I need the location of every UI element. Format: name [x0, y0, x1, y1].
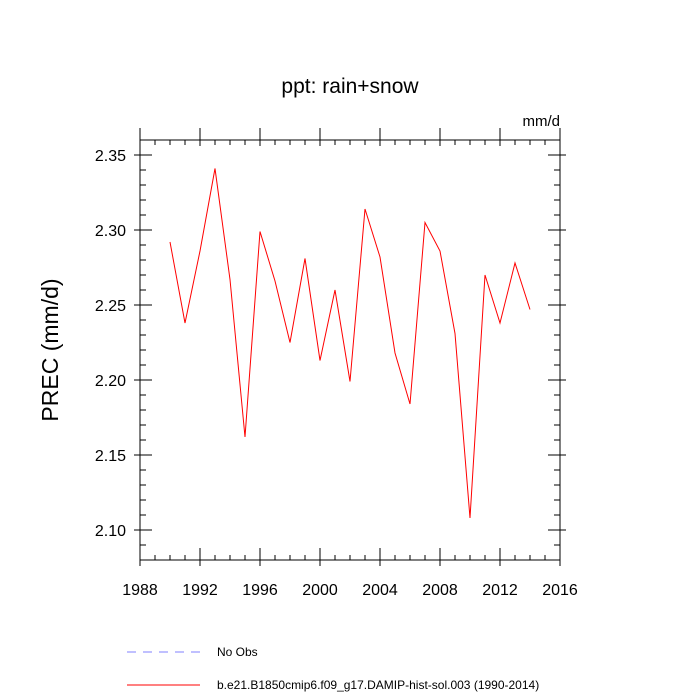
units-label: mm/d: [523, 113, 561, 130]
x-tick-label: 1996: [242, 582, 278, 599]
plot-frame: [139, 139, 561, 561]
x-tick-label: 2012: [482, 582, 518, 599]
x-tick-label: 1992: [182, 582, 218, 599]
chart-title: ppt: rain+snow: [281, 75, 419, 98]
y-tick-label: 2.25: [95, 298, 126, 315]
legend-label: b.e21.B1850cmip6.f09_g17.DAMIP-hist-sol.…: [217, 678, 539, 692]
x-tick-label: 2000: [302, 582, 338, 599]
x-tick-label: 2004: [362, 582, 398, 599]
y-tick-label: 2.20: [95, 373, 126, 390]
y-axis-label: PREC (mm/d): [37, 278, 63, 421]
x-tick-label: 2016: [542, 582, 578, 599]
y-tick-label: 2.30: [95, 223, 126, 240]
axis-ticks: [134, 128, 566, 566]
x-tick-label: 1988: [122, 582, 158, 599]
series-group: [169, 168, 531, 519]
y-tick-label: 2.10: [95, 523, 126, 540]
tick-labels: 1988 1992 1996 2000 2004 2008 2012 2016 2.10 2.15…: [95, 148, 578, 599]
series-line: [169, 168, 531, 519]
x-tick-label: 2008: [422, 582, 458, 599]
legend: No Obs b.e21.B1850cmip6.f09_g17.DAMIP-his…: [127, 645, 539, 692]
y-tick-label: 2.15: [95, 448, 126, 465]
y-tick-label: 2.35: [95, 148, 126, 165]
legend-label: No Obs: [217, 645, 258, 659]
